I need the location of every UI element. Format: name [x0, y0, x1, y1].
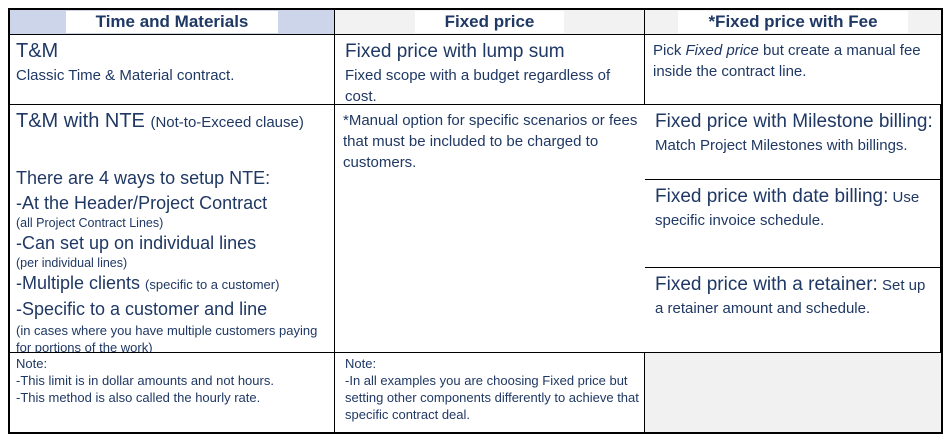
header-time-and-materials-label: Time and Materials	[65, 11, 279, 33]
note-line: -This limit is in dollar amounts and not…	[16, 373, 274, 388]
manual-option-text: *Manual option for specific scenarios or…	[343, 112, 638, 171]
nte-title-main: T&M with NTE	[16, 110, 151, 132]
fee-pick-text-pre: Pick	[653, 42, 686, 59]
nte-item-multiple-clients: -Multiple clients (specific to a custome…	[16, 271, 328, 297]
nte-title-paren: (Not-to-Exceed clause)	[150, 114, 304, 131]
nte-item-paren: (per individual lines)	[16, 256, 128, 270]
note-line: -In all examples you are choosing Fixed …	[345, 373, 639, 422]
header-time-and-materials: Time and Materials	[10, 10, 335, 35]
date-billing-desc: Use specific invoice schedule.	[655, 189, 920, 229]
retainer-title: Fixed price with a retainer:	[655, 274, 878, 295]
milestone-title: Fixed price with Milestone billing:	[655, 111, 933, 132]
note-line: -This method is also called the hourly r…	[16, 390, 261, 405]
nte-item-main: -Multiple clients	[16, 273, 146, 293]
milestone-desc: Match Project Milestones with billings.	[655, 137, 908, 154]
nte-item-paren: (specific to a customer)	[145, 277, 280, 292]
cell-milestone-billing: Fixed price with Milestone billing: Matc…	[645, 105, 941, 180]
cell-note-fixed: Note: -In all examples you are choosing …	[335, 353, 645, 432]
header-fixed-price-label: Fixed price	[414, 11, 565, 33]
nte-item-paren: (in cases where you have multiple custom…	[16, 323, 318, 353]
nte-item-main: -At the Header/Project Contract	[16, 193, 268, 213]
cell-empty	[645, 353, 941, 432]
nte-item-main: -Can set up on individual lines	[16, 233, 257, 253]
nte-intro: There are 4 ways to setup NTE:	[16, 168, 271, 188]
tm-title: T&M	[16, 40, 59, 62]
header-fixed-price-with-fee-label: *Fixed price with Fee	[678, 11, 908, 33]
lump-sum-title: Fixed price with lump sum	[345, 41, 565, 62]
nte-item-main: -Specific to a customer and line	[16, 299, 268, 319]
cell-fee-pick: Pick Fixed price but create a manual fee…	[645, 35, 941, 105]
nte-item-paren: (all Project Contract Lines)	[16, 216, 164, 230]
cell-lump-sum: Fixed price with lump sum Fixed scope wi…	[335, 35, 645, 105]
nte-item-customer-and-line: -Specific to a customer and line (in cas…	[16, 297, 328, 353]
cell-date-billing: Fixed price with date billing: Use speci…	[645, 180, 941, 268]
cell-note-tm: Note: -This limit is in dollar amounts a…	[10, 353, 335, 432]
cell-retainer: Fixed price with a retainer: Set up a re…	[645, 268, 941, 353]
fee-pick-text-post: but create a manual fee inside the contr…	[653, 42, 921, 80]
cell-manual-option: *Manual option for specific scenarios or…	[335, 105, 645, 353]
cell-tm-with-nte: T&M with NTE (Not-to-Exceed clause) Ther…	[10, 105, 335, 353]
nte-item-header-contract: -At the Header/Project Contract (all Pro…	[16, 191, 328, 231]
header-fixed-price-with-fee: *Fixed price with Fee	[645, 10, 941, 35]
header-fixed-price: Fixed price	[335, 10, 645, 35]
lump-sum-desc: Fixed scope with a budget regardless of …	[345, 67, 611, 105]
contract-types-table: Time and Materials Fixed price *Fixed pr…	[8, 8, 943, 434]
tm-desc: Classic Time & Material contract.	[16, 67, 235, 84]
note-label: Note:	[345, 356, 377, 371]
nte-title: T&M with NTE (Not-to-Exceed clause)	[16, 108, 328, 136]
note-label: Note:	[16, 356, 48, 371]
date-billing-title: Fixed price with date billing:	[655, 186, 889, 207]
fee-pick-text-em: Fixed price	[685, 42, 759, 59]
retainer-desc: Set up a retainer amount and schedule.	[655, 277, 926, 317]
nte-item-individual-lines: -Can set up on individual lines (per ind…	[16, 231, 328, 271]
cell-tm: T&M Classic Time & Material contract.	[10, 35, 335, 105]
